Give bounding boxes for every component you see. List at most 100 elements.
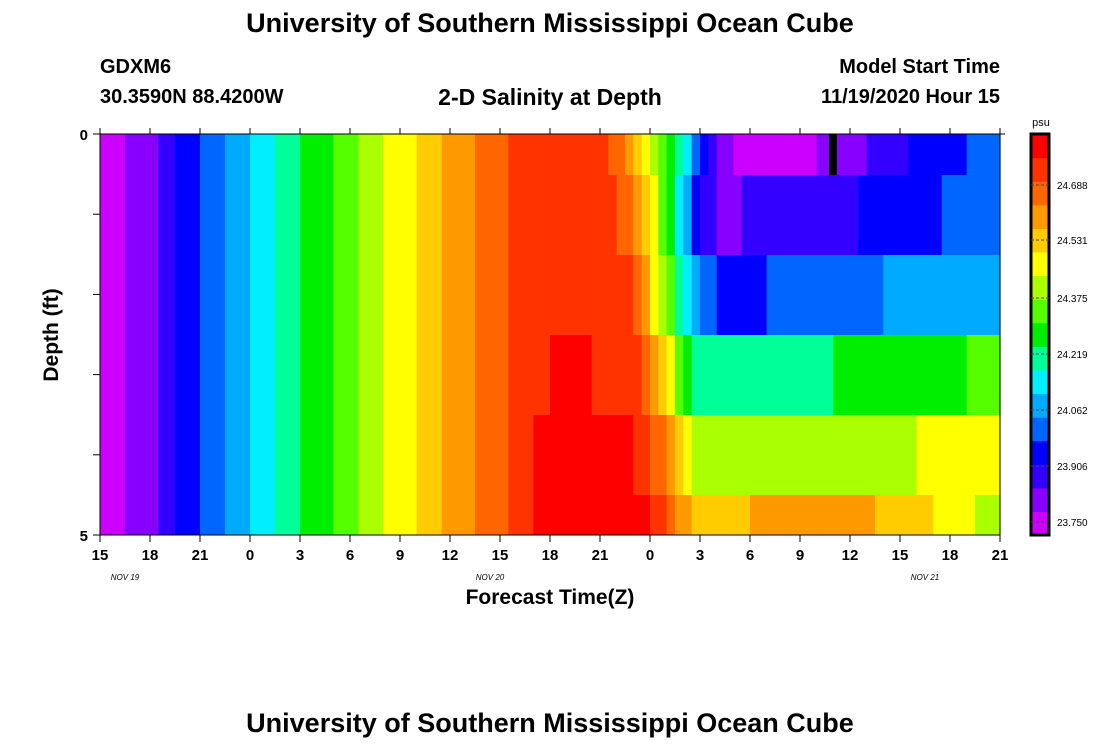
heatmap-cell (791, 495, 801, 535)
heatmap-cell (175, 335, 184, 415)
heatmap-cell (600, 134, 609, 175)
heatmap-cell (683, 134, 693, 175)
heatmap-cell (191, 255, 201, 335)
heatmap-cell (791, 255, 801, 335)
heatmap-cell (900, 175, 909, 255)
heatmap-cell (825, 495, 834, 535)
y-tick-label: 5 (80, 528, 88, 545)
heatmap-cell (966, 415, 976, 495)
heatmap-cell (900, 415, 909, 495)
heatmap-cell (283, 415, 293, 495)
heatmap-cell (925, 415, 934, 495)
heatmap-cell (650, 175, 659, 255)
heatmap-cell (766, 495, 776, 535)
heatmap-cell (283, 134, 293, 175)
colorbar-swatch (1031, 181, 1049, 206)
heatmap-cell (991, 335, 1001, 415)
heatmap-cell (441, 415, 451, 495)
heatmap-cell (550, 175, 559, 255)
heatmap-cell (166, 255, 176, 335)
x-date-label: NOV 20 (476, 573, 505, 582)
heatmap-cell (375, 335, 384, 415)
heatmap-cell (341, 255, 351, 335)
heatmap-cell (208, 335, 218, 415)
heatmap-cell (733, 175, 743, 255)
heatmap-cell (183, 415, 193, 495)
heatmap-cell (125, 255, 134, 335)
heatmap-cell (158, 415, 168, 495)
heatmap-cell (483, 255, 493, 335)
heatmap-cell (816, 415, 826, 495)
heatmap-cell (958, 335, 968, 415)
heatmap-cell (208, 134, 218, 175)
heatmap-cell (925, 134, 934, 175)
heatmap-cell (966, 495, 976, 535)
heatmap-cell (391, 415, 401, 495)
heatmap-cell (908, 415, 918, 495)
heatmap-cell (833, 175, 843, 255)
heatmap-cell (733, 134, 743, 175)
x-tick-label: 9 (396, 547, 404, 564)
heatmap-cell (308, 255, 318, 335)
heatmap-cell (866, 415, 876, 495)
heatmap-cell (508, 255, 518, 335)
heatmap-cell (333, 335, 343, 415)
heatmap-cell (175, 415, 184, 495)
heatmap-cell (108, 134, 118, 175)
heatmap-cell (741, 335, 751, 415)
heatmap-cell (108, 495, 118, 535)
heatmap-cell (650, 134, 659, 175)
heatmap-cell (650, 415, 659, 495)
heatmap-cell (216, 134, 226, 175)
heatmap-cell (108, 335, 118, 415)
heatmap-cell (383, 335, 393, 415)
heatmap-cell (433, 415, 443, 495)
colorbar-tick-label: 23.750 (1057, 518, 1088, 529)
heatmap-cell (408, 495, 418, 535)
heatmap-cell (241, 495, 251, 535)
heatmap-cell (708, 255, 718, 335)
heatmap-cell (425, 495, 434, 535)
heatmap-cell (333, 495, 343, 535)
heatmap-cell (100, 415, 109, 495)
heatmap-cell (708, 134, 718, 175)
heatmap-cell (608, 134, 618, 175)
heatmap-cell (433, 255, 443, 335)
heatmap-cell (541, 175, 551, 255)
heatmap-cell (983, 134, 993, 175)
heatmap-cell (716, 134, 726, 175)
heatmap-cell (116, 495, 126, 535)
heatmap-cell (875, 255, 884, 335)
heatmap-cell (391, 255, 401, 335)
colorbar-swatch (1031, 393, 1049, 418)
heatmap-cell (966, 335, 976, 415)
heatmap-cell (191, 134, 201, 175)
heatmap-cell (983, 255, 993, 335)
y-axis-title: Depth (ft) (40, 288, 63, 381)
heatmap-cell (483, 335, 493, 415)
heatmap-cell (100, 495, 109, 535)
heatmap-cell (583, 415, 593, 495)
heatmap-cell (850, 134, 859, 175)
heatmap-cell (900, 255, 909, 335)
heatmap-cell (266, 255, 276, 335)
heatmap-cell (975, 134, 984, 175)
heatmap-cell (875, 415, 884, 495)
heatmap-cell (308, 335, 318, 415)
heatmap-cell (641, 495, 651, 535)
heatmap-cell (450, 335, 459, 415)
heatmap-cell (216, 495, 226, 535)
heatmap-cell (458, 255, 468, 335)
heatmap-cell (408, 335, 418, 415)
heatmap-cell (466, 335, 476, 415)
heatmap-cell (816, 134, 826, 175)
heatmap-cell (916, 335, 926, 415)
heatmap-cell (558, 134, 568, 175)
heatmap-cell (291, 134, 301, 175)
x-tick-label: 9 (796, 547, 804, 564)
heatmap-cell (533, 335, 543, 415)
heatmap-cell (475, 134, 484, 175)
heatmap-cell (108, 175, 118, 255)
heatmap-cell (441, 255, 451, 335)
heatmap-cell (491, 335, 501, 415)
